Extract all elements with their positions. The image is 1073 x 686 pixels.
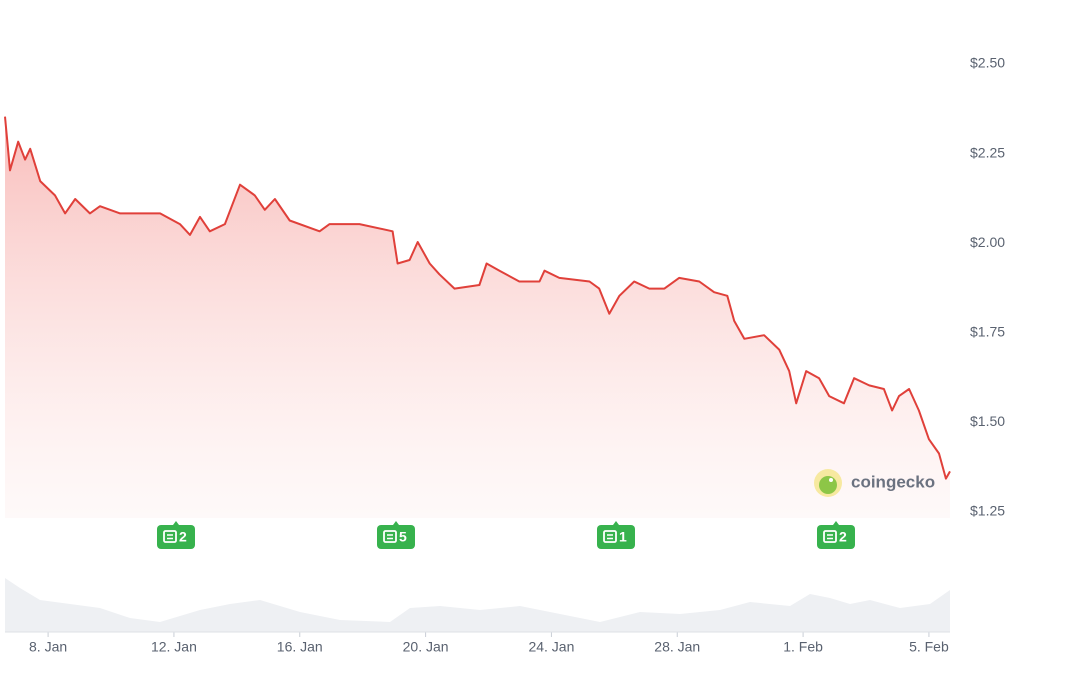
x-tick-label: 24. Jan bbox=[528, 639, 574, 655]
price-line bbox=[4, 116, 951, 480]
badge-pin bbox=[173, 521, 179, 525]
y-tick-label: $2.50 bbox=[970, 55, 1005, 71]
y-tick-label: $2.00 bbox=[970, 234, 1005, 250]
x-tick-label: 1. Feb bbox=[783, 639, 823, 655]
news-icon bbox=[163, 530, 177, 543]
news-count: 2 bbox=[179, 529, 187, 545]
news-icon bbox=[603, 530, 617, 543]
y-tick-label: $1.75 bbox=[970, 324, 1005, 340]
x-tick-label: 5. Feb bbox=[909, 639, 949, 655]
volume-area bbox=[5, 578, 950, 632]
news-badge[interactable]: 5 bbox=[377, 521, 415, 549]
news-count: 5 bbox=[399, 529, 407, 545]
y-tick-label: $1.50 bbox=[970, 413, 1005, 429]
x-tick-label: 20. Jan bbox=[403, 639, 449, 655]
badge-pin bbox=[833, 521, 839, 525]
price-area bbox=[5, 116, 950, 518]
news-count: 1 bbox=[619, 529, 627, 545]
y-tick-label: $2.25 bbox=[970, 144, 1005, 160]
y-tick-label: $1.25 bbox=[970, 503, 1005, 519]
badge-pin bbox=[613, 521, 619, 525]
news-badge[interactable]: 2 bbox=[157, 521, 195, 549]
x-tick-label: 28. Jan bbox=[654, 639, 700, 655]
watermark: coingecko bbox=[814, 469, 935, 497]
x-tick-label: 8. Jan bbox=[29, 639, 67, 655]
x-tick-label: 12. Jan bbox=[151, 639, 197, 655]
news-badge[interactable]: 2 bbox=[817, 521, 855, 549]
news-icon bbox=[823, 530, 837, 543]
x-tick-label: 16. Jan bbox=[277, 639, 323, 655]
watermark-text: coingecko bbox=[851, 472, 935, 491]
news-count: 2 bbox=[839, 529, 847, 545]
badge-pin bbox=[393, 521, 399, 525]
news-badge[interactable]: 1 bbox=[597, 521, 635, 549]
news-icon bbox=[383, 530, 397, 543]
